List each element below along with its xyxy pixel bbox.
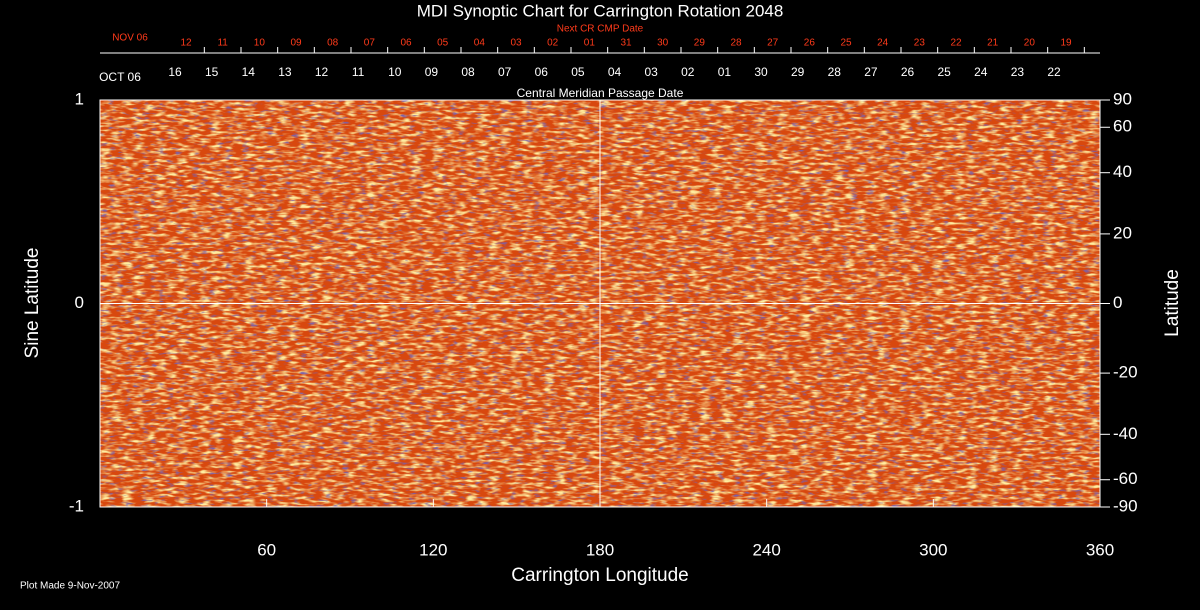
cmp-dates-label: 12: [315, 65, 329, 79]
next-cr-dates-label: 31: [620, 38, 632, 49]
cmp-dates-label: 03: [644, 65, 658, 79]
cmp-dates-label: 06: [535, 65, 549, 79]
y-tick-label: 1: [75, 89, 84, 108]
x-tick-label: 240: [752, 540, 780, 559]
next-cr-dates-label: 27: [767, 38, 779, 49]
cmp-dates-label: 27: [864, 65, 878, 79]
y2-tick-label: -20: [1113, 363, 1138, 382]
x-tick-label: 120: [419, 540, 447, 559]
x-tick-label: 360: [1086, 540, 1114, 559]
next-cr-dates-label: 05: [437, 38, 449, 49]
cmp-dates-label: 28: [828, 65, 842, 79]
next-cr-dates-label: 23: [914, 38, 926, 49]
next-cr-dates-label: 11: [217, 38, 228, 49]
cmp-dates-label: 02: [681, 65, 695, 79]
x-tick-label: 60: [257, 540, 276, 559]
cmp-dates-label: 10: [388, 65, 402, 79]
y2-tick-label: -90: [1113, 496, 1138, 515]
cmp-dates-label: 09: [425, 65, 439, 79]
next-cr-dates-label: 26: [804, 38, 816, 49]
next-cr-dates-label: 08: [327, 38, 339, 49]
y2-tick-label: -40: [1113, 424, 1138, 443]
y2-axis-label: Latitude: [1162, 269, 1183, 337]
next-cr-dates-label: 06: [400, 38, 412, 49]
cmp-dates-label: 14: [242, 65, 256, 79]
next-cr-dates-label: 30: [657, 38, 669, 49]
footer: Plot Made 9-Nov-2007: [20, 581, 120, 592]
x-tick-label: 300: [919, 540, 947, 559]
next-cr-dates-label: 20: [1024, 38, 1036, 49]
cmp-dates-label: 15: [205, 65, 219, 79]
cmp-dates-label: 01: [718, 65, 732, 79]
top-axis-label: Central Meridian Passage Date: [517, 86, 684, 100]
cmp-dates-label: 26: [901, 65, 915, 79]
next-cr-dates-label: 22: [950, 38, 962, 49]
cmp-dates-label: 08: [461, 65, 475, 79]
cmp-dates-label: 13: [278, 65, 292, 79]
next-cr-dates-label: 19: [1060, 38, 1072, 49]
y2-tick-label: 90: [1113, 89, 1132, 108]
next-cr-dates-label: 28: [730, 38, 742, 49]
y-tick-label: -1: [69, 496, 84, 515]
next-cr-dates-label: 02: [547, 38, 559, 49]
y2-tick-label: 0: [1113, 293, 1122, 312]
y2-tick-label: 60: [1113, 117, 1132, 136]
chart-title: MDI Synoptic Chart for Carrington Rotati…: [417, 1, 784, 20]
next-cr-label: Next CR CMP Date: [557, 24, 644, 35]
next-cr-dates-label: 09: [290, 38, 302, 49]
next-cr-dates-label: 03: [510, 38, 522, 49]
cmp-dates-label: 07: [498, 65, 512, 79]
y2-tick-label: 40: [1113, 162, 1132, 181]
x-tick-label: 180: [586, 540, 614, 559]
next-cr-dates-label: 25: [840, 38, 852, 49]
y-tick-label: 0: [75, 293, 84, 312]
x-axis-label: Carrington Longitude: [511, 565, 688, 586]
y-axis-label: Sine Latitude: [22, 248, 43, 359]
next-cr-dates-label: 29: [694, 38, 706, 49]
cmp-dates-label: 11: [352, 65, 365, 79]
y2-tick-label: -60: [1113, 469, 1138, 488]
cmp-dates-label: 24: [974, 65, 988, 79]
next-cr-dates-label: 01: [584, 38, 596, 49]
next-cr-dates-label: 10: [254, 38, 266, 49]
cmp-month: OCT 06: [99, 70, 141, 84]
next-cr-dates-label: 24: [877, 38, 889, 49]
cmp-dates-label: 22: [1047, 65, 1061, 79]
next-cr-dates-label: 12: [180, 38, 192, 49]
cmp-dates-label: 29: [791, 65, 805, 79]
y2-tick-label: 20: [1113, 223, 1132, 242]
cmp-dates-label: 30: [754, 65, 768, 79]
cmp-dates-label: 05: [571, 65, 585, 79]
next-cr-dates-label: 21: [987, 38, 999, 49]
next-cr-dates-label: 07: [364, 38, 376, 49]
next-cr-month: NOV 06: [112, 33, 148, 44]
cmp-dates-label: 16: [168, 65, 182, 79]
cmp-dates-label: 25: [937, 65, 951, 79]
cmp-dates-label: 04: [608, 65, 622, 79]
next-cr-dates-label: 04: [474, 38, 486, 49]
cmp-dates-label: 23: [1011, 65, 1025, 79]
